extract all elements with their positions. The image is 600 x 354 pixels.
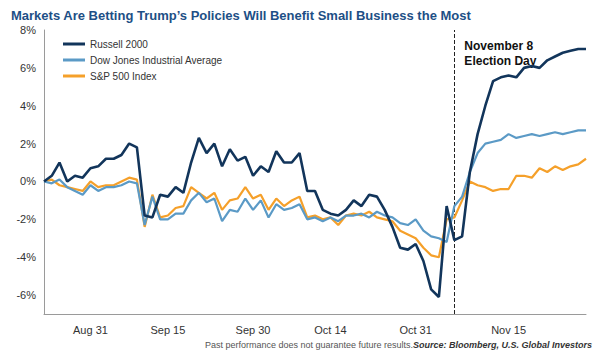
svg-text:Sep 15: Sep 15 [150,324,185,336]
svg-text:Nov 15: Nov 15 [491,324,526,336]
svg-text:4%: 4% [20,100,36,112]
svg-text:-2%: -2% [16,213,36,225]
svg-text:8%: 8% [20,24,36,36]
svg-text:6%: 6% [20,62,36,74]
svg-text:Russell 2000: Russell 2000 [90,39,148,50]
svg-text:0%: 0% [20,175,36,187]
svg-text:Past performance does not guar: Past performance does not guarantee futu… [205,340,413,350]
svg-text:Oct 14: Oct 14 [314,324,346,336]
svg-text:Oct 31: Oct 31 [399,324,431,336]
svg-text:November 8: November 8 [464,39,533,53]
svg-text:2%: 2% [20,138,36,150]
svg-text:Dow Jones Industrial Average: Dow Jones Industrial Average [90,55,223,66]
svg-text:Sep 30: Sep 30 [236,324,271,336]
svg-text:S&P 500 Index: S&P 500 Index [90,71,157,82]
svg-text:Election Day: Election Day [464,54,536,68]
svg-text:-6%: -6% [16,289,36,301]
svg-text:Aug 31: Aug 31 [73,324,108,336]
svg-text:Source: Bloomberg, U.S. Global: Source: Bloomberg, U.S. Global Investors [413,340,592,350]
svg-text:Markets Are Betting Trump’s Po: Markets Are Betting Trump’s Policies Wil… [11,8,471,23]
svg-text:-4%: -4% [16,251,36,263]
